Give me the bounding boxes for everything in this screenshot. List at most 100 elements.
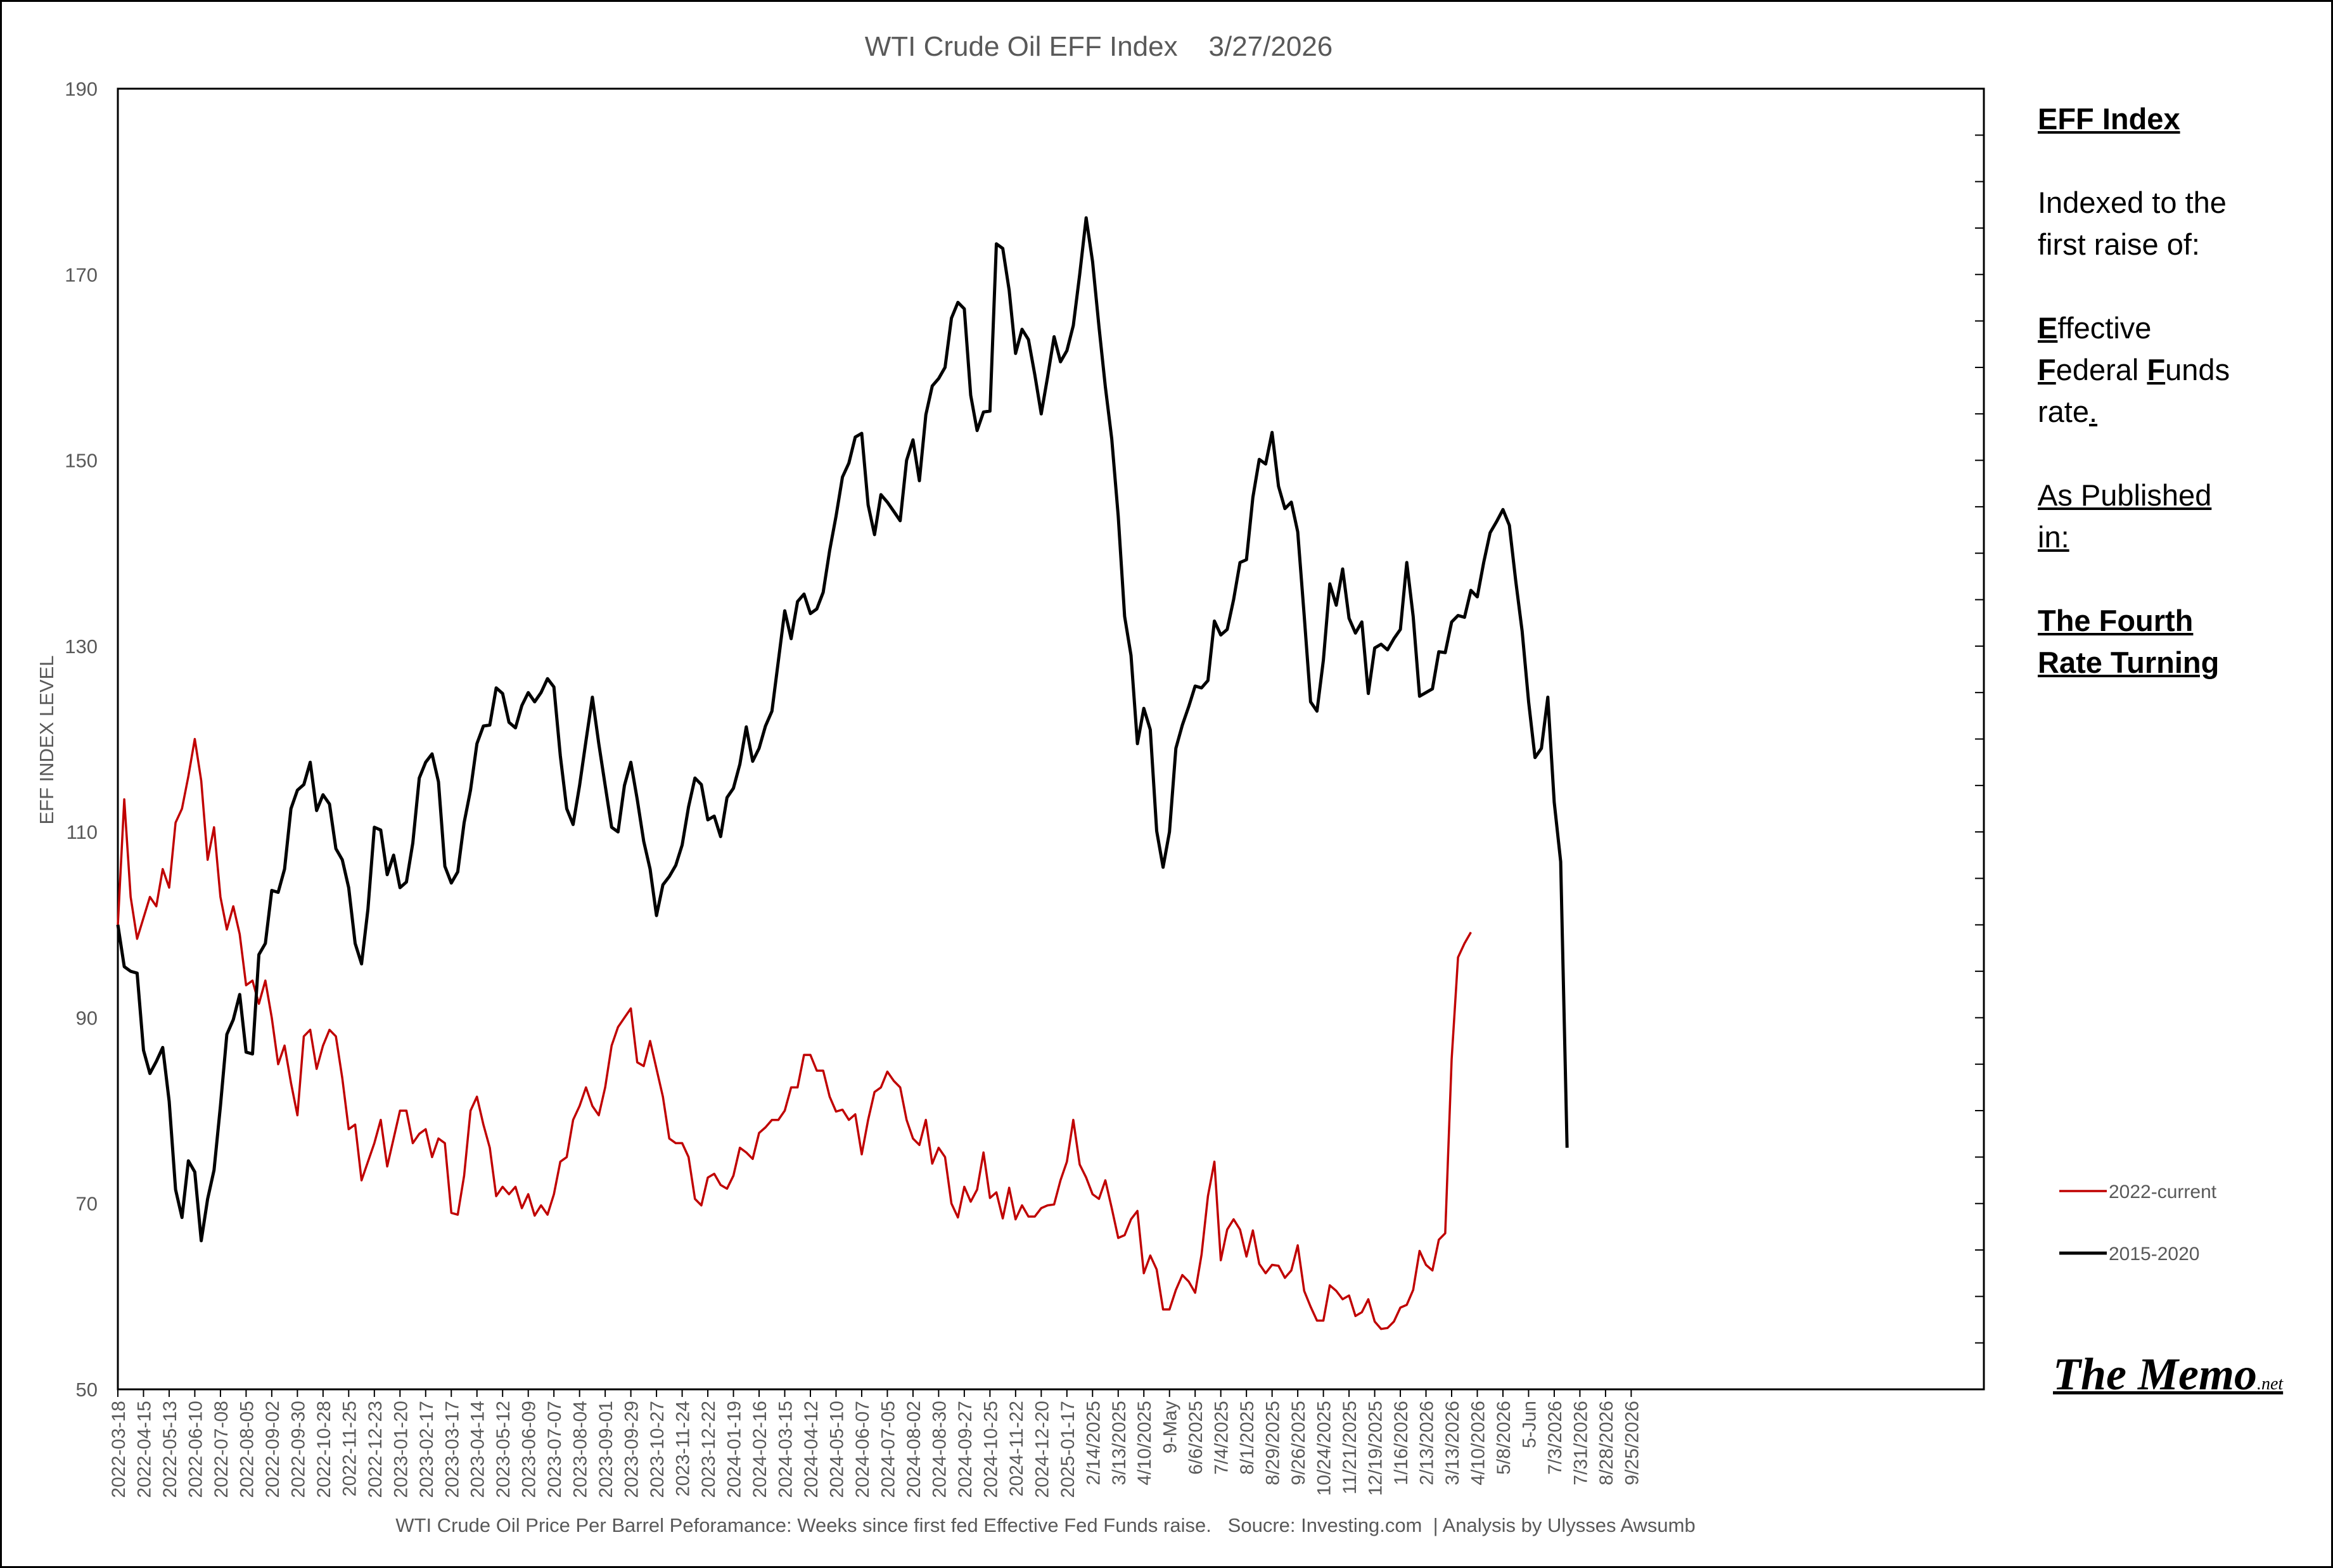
y-tick-label: 190 (65, 78, 98, 100)
x-tick-label: 2024-07-05 (878, 1401, 898, 1498)
x-tick-label: 7/4/2025 (1211, 1401, 1232, 1475)
x-tick-label: 2022-09-30 (288, 1401, 309, 1498)
logo-main: The Memo (2053, 1349, 2257, 1399)
x-tick-label: 2024-11-22 (1006, 1401, 1027, 1496)
x-tick-label: 6/6/2025 (1186, 1401, 1206, 1475)
x-tick-label: 2024-04-12 (801, 1401, 822, 1498)
y-tick-label: 170 (65, 264, 98, 286)
x-tick-label: 2023-09-01 (596, 1401, 617, 1498)
x-tick-label: 5/8/2026 (1493, 1401, 1514, 1475)
side-eff-rest-1: ffective (2057, 311, 2152, 345)
y-tick-label: 90 (76, 1007, 98, 1029)
side-heading: EFF Index (2038, 102, 2180, 136)
x-tick-label: 8/29/2025 (1263, 1401, 1284, 1485)
x-tick-label: 5-Jun (1519, 1401, 1540, 1448)
x-tick-label: 3/13/2026 (1442, 1401, 1463, 1485)
x-tick-label: 2023-02-17 (416, 1401, 437, 1498)
y-tick-label: 70 (76, 1193, 98, 1215)
side-eff-rest-3: unds (2165, 353, 2230, 386)
side-eff-rate: rate (2038, 395, 2089, 428)
x-tick-label: 2024-10-25 (980, 1401, 1001, 1498)
x-tick-label: 2022-03-18 (108, 1401, 129, 1498)
x-tick-label: 2023-11-24 (673, 1401, 694, 1496)
side-published-1: As Published (2038, 478, 2212, 512)
x-tick-label: 2022-10-28 (314, 1401, 335, 1498)
side-eff-f2: F (2147, 353, 2166, 386)
x-tick-label: 2023-05-12 (493, 1401, 514, 1498)
x-tick-label: 2023-03-17 (442, 1401, 463, 1498)
x-tick-label: 2024-06-07 (852, 1401, 873, 1498)
x-tick-label: 2024-08-02 (904, 1401, 924, 1498)
x-tick-label: 2023-10-27 (647, 1401, 668, 1498)
series-line-2022-current (117, 737, 1472, 1330)
x-tick-label: 8/28/2026 (1596, 1401, 1617, 1485)
x-tick-label: 2022-07-08 (211, 1401, 232, 1498)
legend-label: 2022-current (2109, 1182, 2217, 1202)
side-panel: EFF Index Indexed to the first raise of:… (2038, 98, 2230, 684)
side-book-title-2: Rate Turning (2038, 646, 2220, 679)
x-tick-label: 2022-08-05 (236, 1401, 257, 1498)
x-tick-label: 2022-05-13 (160, 1401, 181, 1498)
the-memo-logo: The Memo.net (2053, 1348, 2283, 1401)
x-tick-label: 2023-08-04 (570, 1401, 591, 1498)
x-tick-label: 7/31/2026 (1570, 1401, 1591, 1485)
chart-caption: WTI Crude Oil Price Per Barrel Peforaman… (395, 1514, 1695, 1536)
side-eff-line-1: Effective (2038, 307, 2230, 349)
side-eff-f1: F (2038, 353, 2056, 386)
x-tick-label: 7/3/2026 (1545, 1401, 1566, 1475)
x-tick-label: 2024-09-27 (955, 1401, 976, 1498)
y-tick-label: 130 (65, 635, 98, 658)
x-tick-label: 2/14/2025 (1083, 1401, 1104, 1485)
x-tick-label: 3/13/2025 (1109, 1401, 1130, 1485)
x-tick-label: 2023-12-22 (698, 1401, 719, 1498)
x-tick-label: 8/1/2025 (1237, 1401, 1258, 1475)
x-tick-label: 2024-05-10 (826, 1401, 847, 1498)
x-tick-label: 2/13/2026 (1417, 1401, 1438, 1485)
x-tick-label: 2022-11-25 (339, 1401, 360, 1496)
x-tick-label: 11/21/2025 (1339, 1401, 1360, 1495)
x-tick-label: 1/16/2026 (1391, 1401, 1412, 1485)
logo-suffix: .net (2256, 1374, 2284, 1394)
x-tick-label: 2023-04-14 (468, 1401, 489, 1498)
x-tick-label: 2022-09-02 (262, 1401, 283, 1498)
x-tick-label: 2024-02-16 (750, 1401, 770, 1498)
y-axis-label: EFF INDEX LEVEL (35, 655, 58, 824)
x-tick-label: 2025-01-17 (1058, 1401, 1078, 1498)
side-published-2: in: (2038, 520, 2069, 554)
x-tick-label: 12/19/2025 (1365, 1401, 1386, 1496)
y-tick-label: 50 (76, 1379, 98, 1401)
x-tick-label: 2023-06-09 (519, 1401, 540, 1498)
series-line-2015-2020 (116, 216, 1569, 1242)
chart-title: WTI Crude Oil EFF Index 3/27/2026 (865, 31, 1333, 62)
side-eff-line-2: Federal Funds (2038, 349, 2230, 391)
side-eff-rest-2: ederal (2055, 353, 2147, 386)
x-tick-label: 9-May (1160, 1401, 1181, 1453)
x-tick-label: 2023-01-20 (390, 1401, 411, 1498)
plot-border (117, 87, 1985, 1391)
x-tick-label: 2024-12-20 (1032, 1401, 1052, 1498)
side-eff-dot: . (2089, 395, 2098, 428)
x-tick-label: 2024-01-19 (724, 1401, 745, 1498)
side-book-title-1: The Fourth (2038, 604, 2194, 637)
legend-label: 2015-2020 (2109, 1244, 2199, 1265)
side-eff-line-3: rate. (2038, 391, 2230, 433)
x-tick-label: 4/10/2025 (1134, 1401, 1155, 1485)
x-tick-label: 2024-08-30 (929, 1401, 950, 1498)
side-line-2: first raise of: (2038, 227, 2200, 261)
x-tick-label: 2024-03-15 (776, 1401, 796, 1498)
x-tick-label: 9/26/2025 (1288, 1401, 1309, 1485)
plot-layer: 50 70 90 110 130 150 170 190 2022-03-18 2022-04-1… (65, 78, 2216, 1498)
x-tick-label: 2023-07-07 (544, 1401, 565, 1498)
x-tick-label: 2022-12-23 (365, 1401, 386, 1498)
y-tick-label: 110 (67, 821, 98, 843)
x-tick-label: 10/24/2025 (1314, 1401, 1335, 1496)
side-eff-e: E (2038, 311, 2058, 345)
x-tick-label: 2023-09-29 (622, 1401, 642, 1498)
x-tick-label: 2022-06-10 (185, 1401, 206, 1498)
x-tick-label: 4/10/2026 (1467, 1401, 1488, 1485)
x-tick-label: 2022-04-15 (134, 1401, 155, 1498)
side-line-1: Indexed to the (2038, 186, 2227, 219)
x-tick-label: 9/25/2026 (1621, 1401, 1642, 1485)
